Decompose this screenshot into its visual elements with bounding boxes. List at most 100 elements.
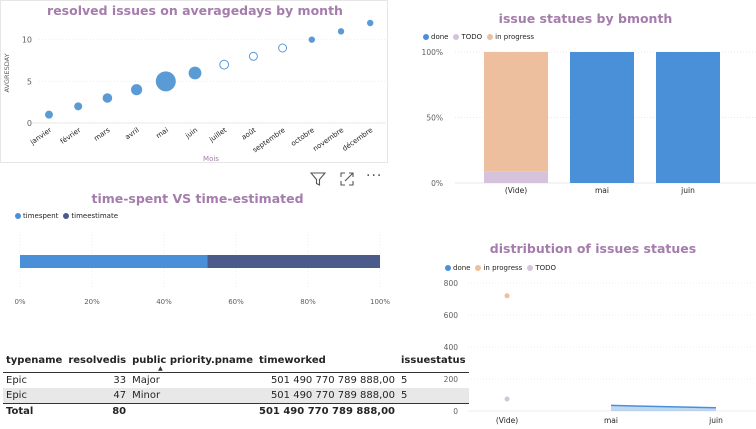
x-tick-label: mai — [604, 416, 618, 425]
col-header-priority[interactable]: public priority.pname ▲ — [129, 350, 256, 373]
legend-label: TODO — [535, 264, 556, 272]
x-tick-label: novembre — [312, 126, 346, 153]
y-tick-label: 10 — [22, 36, 32, 45]
scatter-visual[interactable]: resolved issues on averagedays by month … — [0, 0, 388, 163]
x-tick-label: octobre — [290, 126, 316, 148]
area-done — [611, 405, 716, 411]
cell-typename: Epic — [3, 387, 66, 403]
y-tick-label: 0% — [431, 179, 443, 188]
filter-icon[interactable] — [309, 171, 327, 191]
col-header-typename[interactable]: typename — [3, 350, 66, 373]
legend-item[interactable]: done — [423, 33, 448, 41]
hbar-visual[interactable]: time-spent VS time-estimated timespent ti… — [0, 188, 395, 313]
x-tick-label: 60% — [228, 298, 244, 306]
col-header-priority-label: public priority.pname — [132, 355, 253, 367]
line-legend: done in progress TODO — [445, 264, 556, 272]
x-tick-label: mai — [155, 126, 170, 140]
legend-marker-icon — [527, 265, 534, 271]
scatter-point — [74, 102, 83, 111]
hbar-title: time-spent VS time-estimated — [91, 191, 304, 206]
legend-item[interactable]: TODO — [453, 33, 482, 41]
x-tick-label: 100% — [370, 298, 390, 306]
sort-asc-icon: ▲ — [158, 365, 163, 372]
scatter-point — [45, 110, 53, 119]
cell-timeworked: 501 490 770 789 888,00 — [270, 374, 395, 386]
y-tick-label: 600 — [444, 311, 459, 320]
x-tick-label: août — [240, 126, 258, 142]
cell-priority: Major — [132, 374, 160, 386]
table-row[interactable]: Epic 47 Minor 501 490 770 789 888,00 5 — [3, 387, 469, 403]
scatter-chart: 0 5 10 AVGRESDAY Mois janvier février mars avril… — [3, 19, 386, 163]
cell-issuestatus: 5 — [398, 387, 469, 403]
x-tick-label: février — [59, 126, 82, 146]
x-tick-label: (Vide) — [496, 416, 518, 425]
x-axis-title: Mois — [203, 155, 219, 163]
point-in-progress — [504, 293, 510, 299]
col-header-issuestatus[interactable]: issuestatus — [398, 350, 469, 373]
scatter-point — [155, 71, 176, 92]
table-row[interactable]: Epic 33 Major 501 490 770 789 888,00 5 — [3, 372, 469, 388]
bar-segment-in-progress — [484, 52, 548, 172]
legend-marker-icon — [487, 34, 494, 40]
cell-resolvedis: 33 — [113, 374, 127, 386]
total-issuestatus — [398, 402, 469, 420]
total-label: Total — [3, 402, 66, 420]
total-resolvedis: 80 — [65, 402, 130, 420]
col-header-timeworked[interactable]: timeworked — [255, 350, 398, 373]
x-tick-label: 80% — [300, 298, 316, 306]
bar-segment-done — [570, 52, 634, 183]
total-timeworked: 501 490 770 789 888,00 — [255, 402, 398, 420]
legend-item[interactable]: timeestimate — [63, 212, 118, 220]
x-tick-label: mai — [595, 186, 609, 195]
hbar-segment-timeestimate — [207, 255, 380, 268]
bar-segment-TODO — [484, 171, 548, 183]
x-tick-label: juin — [708, 416, 723, 425]
y-axis-title: AVGRESDAY — [3, 53, 11, 92]
legend-item[interactable]: timespent — [15, 212, 58, 220]
legend-label: done — [453, 264, 471, 272]
table-visual[interactable]: typename resolvedis public priority.pnam… — [3, 350, 469, 420]
legend-marker-icon — [15, 213, 21, 219]
col-header-resolvedis[interactable]: resolvedis — [65, 350, 130, 373]
visual-header-toolbar: ··· — [308, 168, 388, 191]
total-priority — [129, 402, 256, 420]
legend-label: in progress — [483, 264, 523, 272]
x-tick-label: mars — [93, 126, 112, 143]
legend-marker-icon — [475, 265, 482, 271]
cell-timeworked: 501 490 770 789 888,00 — [255, 387, 398, 403]
legend-marker-icon — [445, 265, 451, 271]
bar-segment-done — [656, 52, 720, 183]
legend-item[interactable]: TODO — [527, 264, 556, 272]
x-tick-label: 40% — [156, 298, 172, 306]
legend-item[interactable]: done — [445, 264, 470, 272]
x-tick-label: janvier — [28, 126, 53, 147]
line-done — [610, 404, 717, 409]
line-title: distribution of issues statues — [489, 241, 697, 256]
y-tick-label: 800 — [444, 279, 459, 288]
legend-label: in progress — [495, 33, 534, 41]
legend-item[interactable]: in progress — [487, 33, 534, 41]
legend-label: done — [431, 33, 449, 41]
stacked-title: issue statues by bmonth — [498, 11, 673, 26]
stacked-legend: done TODO in progress — [423, 33, 534, 41]
point-TODO — [504, 396, 510, 402]
scatter-point — [131, 84, 143, 96]
scatter-point — [278, 43, 288, 53]
x-tick-label: 20% — [84, 298, 100, 306]
more-options-icon[interactable]: ··· — [366, 168, 383, 184]
focus-mode-icon[interactable] — [339, 171, 355, 191]
line-chart: 0 200 400 600 800 (Vide) mai juin — [444, 279, 756, 425]
legend-label: TODO — [461, 33, 483, 41]
x-tick-label: juin — [183, 126, 199, 140]
legend-item[interactable]: in progress — [475, 264, 522, 272]
cell-typename: Epic — [6, 374, 27, 386]
y-tick-label: 400 — [444, 343, 459, 352]
cell-priority: Minor — [129, 387, 256, 403]
x-tick-label: (Vide) — [505, 186, 527, 195]
line-visual[interactable]: distribution of issues statues done in pr… — [430, 232, 756, 429]
x-tick-label: avril — [124, 126, 141, 141]
stacked-bar-visual[interactable]: issue statues by bmonth done TODO in progr… — [415, 0, 756, 200]
scatter-point — [367, 19, 374, 27]
legend-label: timeestimate — [71, 212, 119, 220]
scatter-title: resolved issues on averagedays by month — [47, 3, 343, 18]
